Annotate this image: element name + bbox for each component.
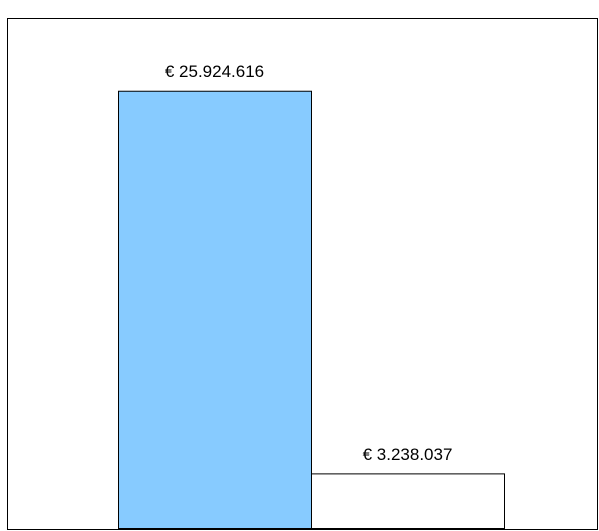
- bar: [311, 473, 505, 529]
- bar: [118, 90, 312, 530]
- data-label: € 3.238.037: [363, 445, 453, 464]
- data-label: € 25.924.616: [165, 62, 264, 81]
